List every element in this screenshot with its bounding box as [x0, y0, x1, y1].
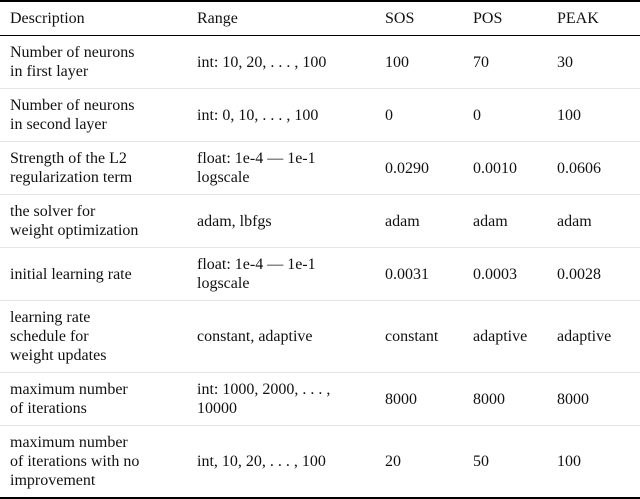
table-row: initial learning rate float: 1e-4 — 1e-1…: [0, 247, 640, 301]
cell-range: int: 10, 20, . . . , 100: [197, 53, 327, 71]
cell-description: maximum number of iterations with no imp…: [0, 425, 187, 498]
table-header: Description Range SOS POS PEAK: [0, 1, 640, 36]
cell-range: constant, adaptive: [187, 300, 375, 373]
table-row: the solver for weight optimization adam,…: [0, 194, 640, 248]
cell-sos: 0: [375, 88, 463, 142]
cell-description: maximum number of iterations: [0, 372, 187, 426]
cell-sos: 0.0290: [375, 141, 463, 195]
cell-peak: 8000: [547, 372, 640, 426]
column-header-description: Description: [0, 1, 187, 36]
cell-peak: 100: [547, 425, 640, 498]
cell-range: adam, lbfgs: [187, 194, 375, 248]
cell-peak: 100: [547, 88, 640, 142]
column-header-peak: PEAK: [547, 1, 640, 36]
cell-pos: adam: [463, 194, 547, 248]
cell-peak: 0.0606: [547, 141, 640, 195]
cell-sos: 0.0031: [375, 247, 463, 301]
cell-pos: 70: [473, 53, 489, 71]
cell-pos: 0.0003: [463, 247, 547, 301]
column-header-range: Range: [187, 1, 375, 36]
cell-sos: constant: [375, 300, 463, 373]
cell-range: float: 1e-4 — 1e-1 logscale: [187, 141, 375, 195]
cell-sos: 20: [375, 425, 463, 498]
cell-sos: adam: [375, 194, 463, 248]
cell-peak: adaptive: [547, 300, 640, 373]
table-row: Number of neurons in second layer int: 0…: [0, 88, 640, 142]
table-row: maximum number of iterations int: 1000, …: [0, 372, 640, 426]
cell-description: initial learning rate: [0, 247, 187, 301]
cell-peak: 30: [557, 53, 573, 71]
cell-description: Number of neurons in first layer: [10, 44, 135, 80]
header-row: Description Range SOS POS PEAK: [0, 1, 640, 36]
cell-peak: adam: [547, 194, 640, 248]
cell-range: int: 0, 10, . . . , 100: [187, 88, 375, 142]
table-row: Strength of the L2 regularization term f…: [0, 141, 640, 195]
cell-pos: 0.0010: [463, 141, 547, 195]
column-header-sos: SOS: [375, 1, 463, 36]
cell-sos: 100: [385, 53, 409, 71]
cell-description: Number of neurons in second layer: [0, 88, 187, 142]
cell-description: Strength of the L2 regularization term: [0, 141, 187, 195]
cell-pos: 8000: [463, 372, 547, 426]
cell-description: the solver for weight optimization: [0, 194, 187, 248]
cell-pos: 50: [463, 425, 547, 498]
cell-range: float: 1e-4 — 1e-1 logscale: [187, 247, 375, 301]
table-row: maximum number of iterations with no imp…: [0, 425, 640, 498]
cell-pos: adaptive: [463, 300, 547, 373]
cell-range: int: 1000, 2000, . . . , 10000: [187, 372, 375, 426]
table-row: Number of neurons in first layer int: 10…: [0, 36, 640, 89]
cell-range: int, 10, 20, . . . , 100: [187, 425, 375, 498]
cell-description: learning rate schedule for weight update…: [0, 300, 187, 373]
table-body: Number of neurons in first layer int: 10…: [0, 36, 640, 498]
cell-sos: 8000: [375, 372, 463, 426]
cell-peak: 0.0028: [547, 247, 640, 301]
cell-pos: 0: [463, 88, 547, 142]
table-row: learning rate schedule for weight update…: [0, 300, 640, 373]
column-header-pos: POS: [463, 1, 547, 36]
